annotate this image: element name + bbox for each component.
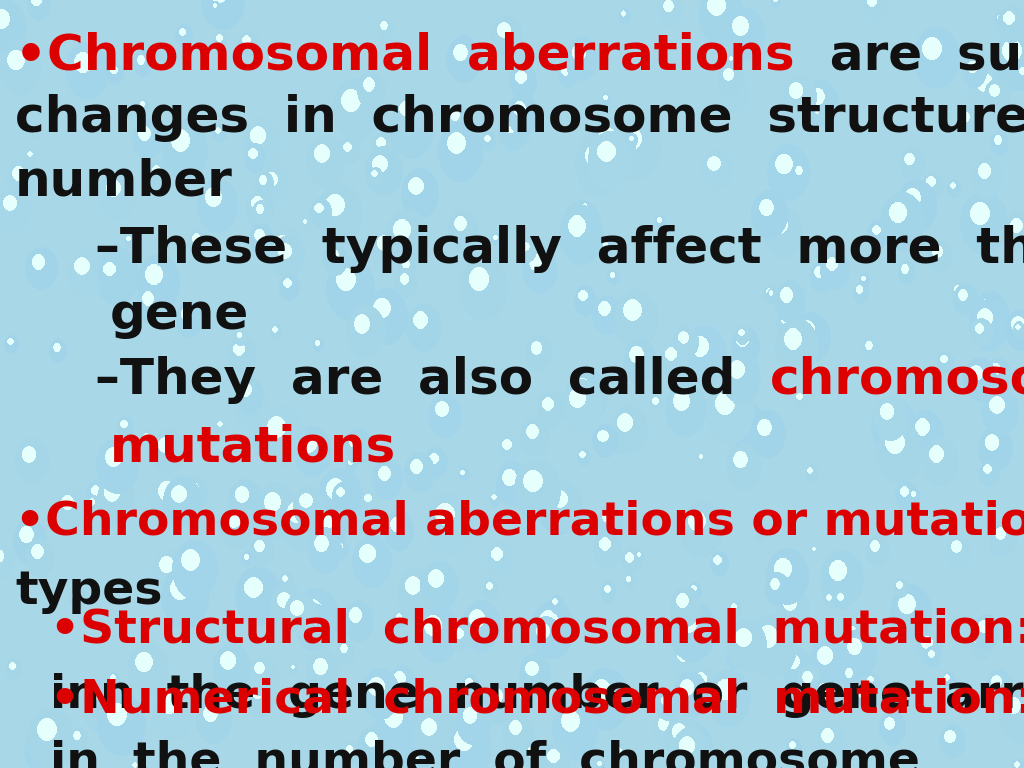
Text: mutations: mutations (110, 424, 396, 472)
Text: chromosomal: chromosomal (770, 356, 1024, 404)
Text: •Structural  chromosomal  mutation:: •Structural chromosomal mutation: (50, 607, 1024, 653)
Text: changes  in  chromosome  structure  and: changes in chromosome structure and (15, 94, 1024, 142)
Text: •Numerical  chromosomal  mutation:: •Numerical chromosomal mutation: (50, 677, 1024, 723)
Text: –They  are  also  called: –They are also called (95, 356, 770, 404)
Text: •Chromosomal  aberrations: •Chromosomal aberrations (15, 31, 795, 79)
Text: inn  the  gene  number  or  gene  arrangement: inn the gene number or gene arrangement (50, 673, 1024, 717)
Text: –These  typically  affect  more  than  one: –These typically affect more than one (95, 225, 1024, 273)
Text: •Chromosomal aberrations or mutation: •Chromosomal aberrations or mutation (15, 499, 1024, 545)
Text: in  the  number  of  chromosome: in the number of chromosome (50, 740, 920, 768)
Text: number: number (15, 157, 232, 205)
Text: types: types (15, 568, 163, 614)
Text: are  substantial: are substantial (795, 31, 1024, 79)
Text: gene: gene (110, 291, 249, 339)
